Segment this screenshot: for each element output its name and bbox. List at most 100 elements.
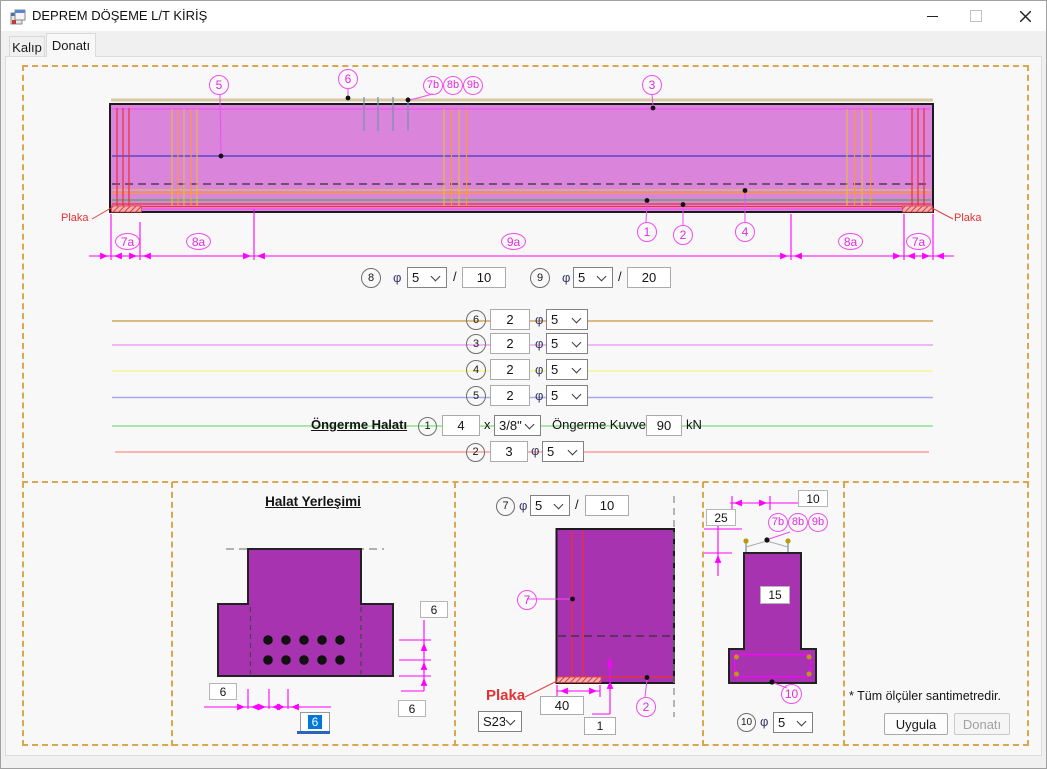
chevron-down-icon	[796, 716, 807, 726]
dim-label-8a-right: 8a	[838, 233, 863, 250]
focus-underline	[297, 731, 330, 734]
halat-dim-bottom-input[interactable]: 6	[300, 712, 330, 732]
callout-2-mid: 2	[636, 697, 656, 717]
donati-button[interactable]: Donatı	[954, 713, 1010, 735]
bar-row-5-count-input[interactable]	[490, 385, 530, 406]
row9-spacing-input[interactable]	[627, 267, 671, 288]
strand-times: x	[484, 417, 491, 432]
minimize-button[interactable]	[915, 1, 949, 31]
bar-row-4-diameter-combo[interactable]: 5	[546, 359, 588, 380]
tab-donati-label: Donatı	[51, 38, 91, 53]
bar-row-3-diameter-combo[interactable]: 5	[546, 333, 588, 354]
callout-10: 10	[781, 684, 802, 704]
chevron-down-icon	[567, 445, 578, 455]
close-button[interactable]	[1005, 1, 1045, 31]
row9-phi: φ	[562, 270, 571, 285]
row8-diameter-combo[interactable]: 5	[407, 267, 447, 288]
halat-dim-left-input[interactable]	[209, 683, 237, 700]
row8-spacing-input[interactable]	[462, 267, 506, 288]
bar-row-6-number: 6	[466, 310, 486, 330]
force-label: Öngerme Kuvveti :	[552, 417, 660, 432]
row10-diameter-value: 5	[778, 715, 786, 730]
bar-row-4-count-input[interactable]	[490, 359, 530, 380]
donati-button-label: Donatı	[962, 716, 1002, 732]
apply-button[interactable]: Uygula	[884, 713, 948, 735]
strand-count-input[interactable]	[442, 415, 480, 436]
plate-grade-value: S235	[483, 714, 505, 729]
callout-1: 1	[637, 222, 657, 242]
plate-width-input[interactable]	[540, 696, 584, 715]
chevron-down-icon	[553, 499, 564, 509]
plate-grade-combo[interactable]: S235	[478, 711, 522, 732]
right-dim-left-input[interactable]	[706, 509, 736, 526]
bar-row-4-diameter-value: 5	[551, 362, 559, 377]
callout-3: 3	[642, 75, 662, 95]
callout-8b-right: 8b	[788, 513, 808, 532]
row9-diameter-combo[interactable]: 5	[573, 267, 613, 288]
row9-slash: /	[618, 269, 622, 284]
bar-row-3-count-input[interactable]	[490, 333, 530, 354]
callout-5: 5	[209, 75, 229, 95]
bar-row-5-diameter-combo[interactable]: 5	[546, 385, 588, 406]
row10-diameter-combo[interactable]: 5	[773, 712, 813, 733]
row10-phi: φ	[760, 714, 769, 729]
row7-diameter-value: 5	[535, 498, 543, 513]
apply-button-label: Uygula	[895, 716, 937, 732]
app-icon	[10, 9, 26, 25]
tab-donati[interactable]: Donatı	[46, 33, 96, 57]
dim-label-8a-left: 8a	[186, 233, 211, 250]
halat-title: Halat Yerleşimi	[265, 494, 361, 509]
row9-number: 9	[530, 268, 550, 288]
row8-slash: /	[453, 269, 457, 284]
divider-v4	[843, 482, 845, 746]
row7-slash: /	[575, 497, 579, 512]
plaka-label-left: Plaka	[61, 212, 89, 224]
strand-label: Öngerme Halatı	[311, 417, 408, 432]
row8-phi: φ	[393, 270, 402, 285]
callout-6: 6	[338, 69, 358, 89]
bar-row-2-count-input[interactable]	[490, 441, 528, 462]
plaka-label-right: Plaka	[954, 212, 982, 224]
row8-diameter-value: 5	[412, 270, 420, 285]
bar-row-6-diameter-combo[interactable]: 5	[546, 309, 588, 330]
maximize-button[interactable]	[959, 1, 993, 31]
bar-row-5-diameter-value: 5	[551, 388, 559, 403]
row7-diameter-combo[interactable]: 5	[530, 495, 570, 516]
bar-row-5-number: 5	[466, 386, 486, 406]
plate-offset-input[interactable]	[584, 717, 616, 735]
title-bar: DEPREM DÖŞEME L/T KİRİŞ	[1, 1, 1046, 31]
tab-kalip-label: Kalıp	[12, 39, 42, 55]
tab-kalip[interactable]: Kalıp	[9, 36, 45, 57]
halat-dim-right-top-input[interactable]	[420, 601, 448, 618]
strand-size-value: 3/8"	[499, 418, 522, 433]
bar-row-6-phi: φ	[535, 312, 544, 327]
chevron-down-icon	[571, 337, 582, 347]
row10-number: 10	[737, 713, 756, 732]
maximize-icon	[970, 10, 982, 22]
bar-row-4-number: 4	[466, 360, 486, 380]
bar-row-6-count-input[interactable]	[490, 309, 530, 330]
row8-number: 8	[361, 268, 381, 288]
bar-row-2-number: 2	[466, 443, 485, 462]
halat-dim-right-bottom-input[interactable]	[398, 700, 426, 717]
callout-7b-right: 7b	[768, 513, 788, 532]
callout-9b-right: 9b	[808, 513, 828, 532]
bar-row-4-phi: φ	[535, 362, 544, 377]
strand-size-combo[interactable]: 3/8"	[494, 415, 541, 436]
callout-7b: 7b	[423, 76, 443, 95]
row9-diameter-value: 5	[578, 270, 586, 285]
web-width-input[interactable]	[760, 586, 790, 604]
bar-row-2-diameter-combo[interactable]: 5	[542, 441, 584, 462]
divider-v1	[171, 482, 173, 746]
force-unit: kN	[686, 417, 702, 432]
row7-phi: φ	[519, 498, 528, 513]
bar-row-2-phi: φ	[531, 443, 540, 458]
bar-row-3-diameter-value: 5	[551, 336, 559, 351]
row7-spacing-input[interactable]	[585, 495, 629, 516]
force-input[interactable]	[646, 415, 682, 436]
right-dim-top-input[interactable]	[798, 490, 828, 507]
chevron-down-icon	[505, 715, 516, 725]
minimize-icon	[926, 15, 938, 17]
bar-row-5-phi: φ	[535, 388, 544, 403]
